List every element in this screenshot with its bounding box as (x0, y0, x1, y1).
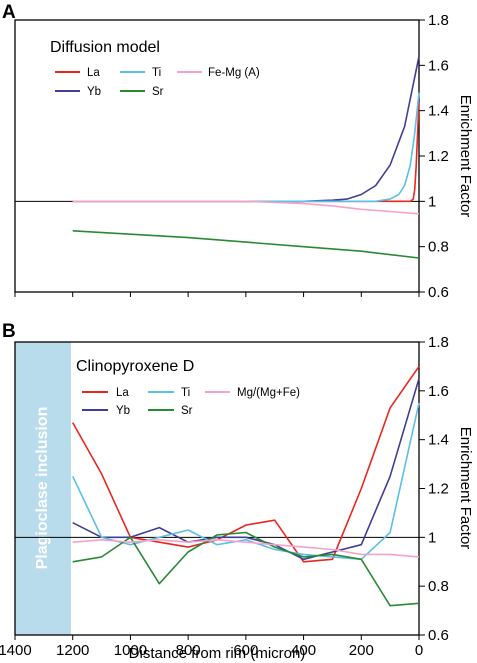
panel-b: B Plagioclase inclusion Clinopyroxene D … (0, 321, 474, 659)
panel-b-xtick-label-1400: 1400 (0, 642, 32, 659)
panel-b-ytick-label-1-8: 1.8 (428, 334, 449, 351)
legend-b-yb-label: Yb (116, 405, 130, 417)
legend-a-ti-label: Ti (152, 67, 161, 79)
panel-a-ytick-label-1-4: 1.4 (428, 103, 449, 120)
panel-a-series-fe-mg-a (72, 200, 420, 215)
panel-b-y-axis: 0.6 0.8 1 1.2 1.4 1.6 1.8 (419, 334, 449, 644)
panel-b-ytick-label-1-4: 1.4 (428, 432, 449, 449)
panel-a-ytick-label-1: 1 (428, 193, 436, 210)
panel-b-xtick-label-200: 200 (349, 642, 374, 659)
panel-b-ytick-label-0-6: 0.6 (428, 627, 449, 644)
panel-b-series-sr (72, 531, 420, 607)
panel-b-frame (14, 341, 420, 636)
panel-a-legend: La Yb Ti Sr Fe-Mg (A) (55, 67, 260, 98)
panel-b-xtick-label-0: 0 (415, 642, 423, 659)
legend-b-la-label: La (116, 387, 129, 399)
legend-b-mgfe-label: Mg/(Mg+Fe) (237, 387, 300, 399)
panel-a-letter: A (2, 2, 16, 23)
panel-b-plot (15, 365, 420, 607)
panel-b-xtick-label-1000: 1000 (114, 642, 147, 659)
legend-b-ti-label: Ti (181, 387, 190, 399)
panel-a-ytick-label-1-2: 1.2 (428, 148, 449, 165)
panel-b-xtick-label-1200: 1200 (56, 642, 89, 659)
panel-b-legend: La Yb Ti Sr Mg/(Mg+Fe) (82, 387, 300, 417)
plagioclase-inclusion-region (15, 342, 71, 635)
panel-b-xtick-label-600: 600 (233, 642, 258, 659)
panel-a: A Diffusion model La Yb Ti Sr Fe-Mg (A) … (2, 2, 474, 301)
panel-b-ytick-label-1-6: 1.6 (428, 383, 449, 400)
panel-a-ytick-label-1-8: 1.8 (428, 12, 449, 29)
panel-a-series-sr (72, 230, 420, 259)
plagioclase-inclusion-label: Plagioclase inclusion (34, 407, 51, 570)
x-axis-label: Distance from rim (micron) (129, 645, 306, 662)
legend-b-sr-label: Sr (181, 405, 193, 417)
panel-b-xtick-label-400: 400 (291, 642, 316, 659)
panel-b-series-mg-mg-fe (72, 538, 420, 558)
panel-a-ylabel: Enrichment Factor (457, 95, 474, 218)
panel-a-x-axis (14, 292, 420, 297)
legend-a-femg-label: Fe-Mg (A) (208, 67, 260, 79)
panel-b-ytick-label-0-8: 0.8 (428, 578, 449, 595)
legend-a-sr-label: Sr (152, 86, 164, 98)
panel-b-x-axis: 1400 1200 1000 800 600 400 200 0 (0, 635, 423, 659)
panel-a-series-la (72, 101, 420, 203)
panel-a-ytick-label-0-6: 0.6 (428, 284, 449, 301)
panel-a-plot (15, 56, 420, 259)
panel-a-title: Diffusion model (50, 39, 160, 56)
panel-b-xtick-label-800: 800 (176, 642, 201, 659)
panel-b-ytick-label-1-2: 1.2 (428, 481, 449, 498)
panel-a-y-axis: 0.6 0.8 1 1.2 1.4 1.6 1.8 (419, 12, 449, 301)
panel-b-letter: B (2, 321, 16, 342)
panel-b-series-ti (71, 402, 420, 561)
panel-a-ytick-label-0-8: 0.8 (428, 239, 449, 256)
legend-a-la-label: La (87, 67, 100, 79)
panel-b-ylabel: Enrichment Factor (457, 427, 474, 550)
panel-b-title: Clinopyroxene D (76, 358, 194, 375)
panel-b-ytick-label-1: 1 (428, 529, 436, 546)
panel-a-series-ti (72, 92, 420, 203)
panel-a-ytick-label-1-6: 1.6 (428, 57, 449, 74)
legend-a-yb-label: Yb (87, 86, 101, 98)
